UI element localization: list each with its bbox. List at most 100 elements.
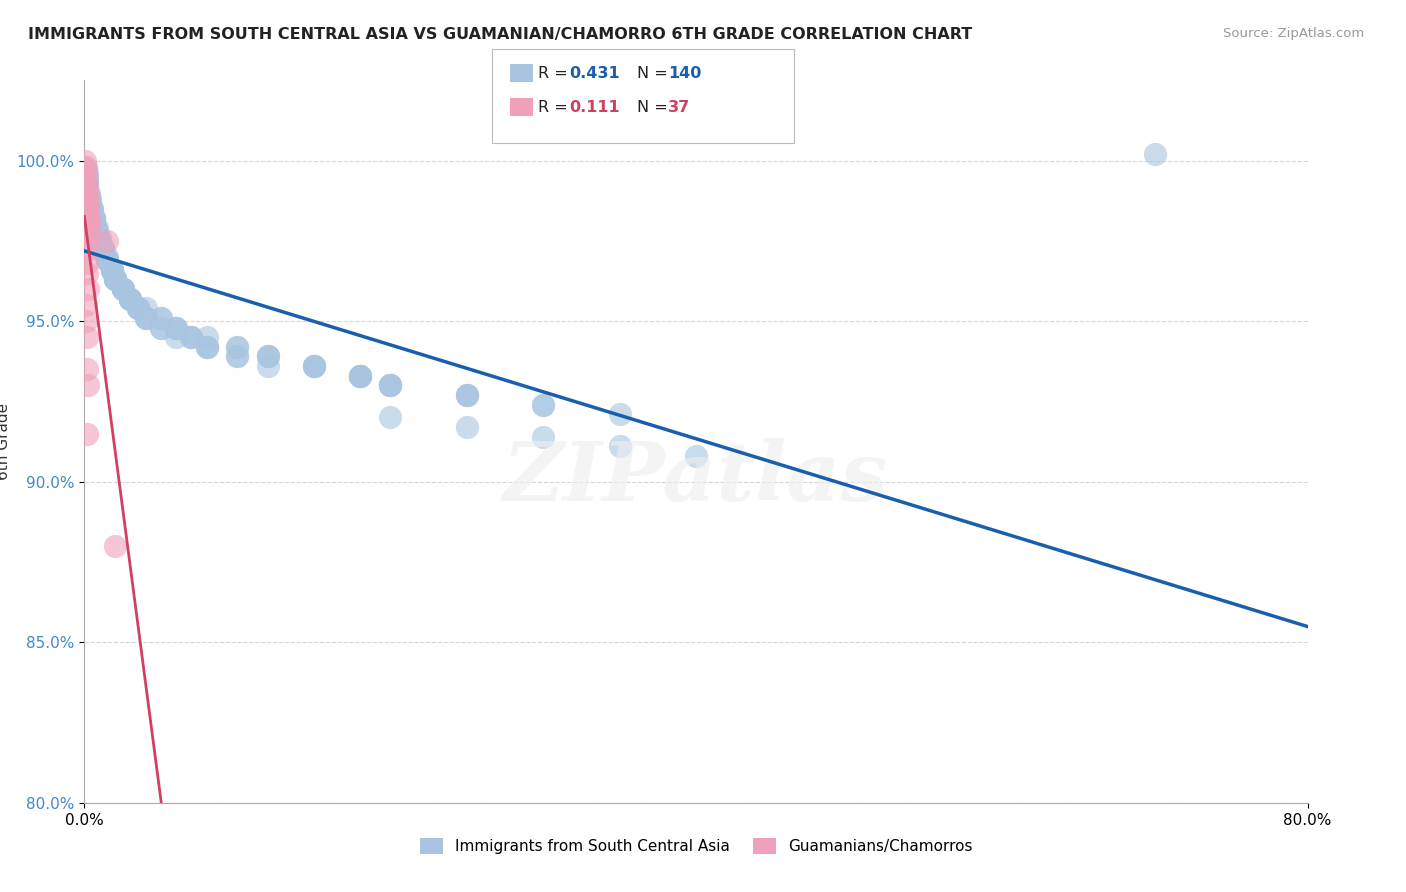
Point: [180, 330, 202, 344]
Point: [226, 350, 249, 364]
Point: [195, 340, 218, 354]
Point: [89, 234, 111, 248]
Point: [75, 208, 97, 222]
Point: [195, 330, 218, 344]
Point: [75, 163, 97, 178]
Point: [76, 218, 98, 232]
Point: [75, 160, 97, 174]
Point: [111, 282, 134, 296]
Point: [104, 272, 127, 286]
Point: [149, 310, 172, 325]
Point: [89, 244, 111, 258]
Point: [226, 350, 249, 364]
Text: R =: R =: [538, 66, 574, 80]
Point: [349, 368, 371, 383]
Point: [349, 368, 371, 383]
Point: [111, 282, 134, 296]
Point: [75, 195, 97, 210]
Point: [84, 221, 107, 235]
Legend: Immigrants from South Central Asia, Guamanians/Chamorros: Immigrants from South Central Asia, Guam…: [413, 832, 979, 860]
Point: [257, 350, 280, 364]
Point: [80, 202, 103, 216]
Text: 0.431: 0.431: [569, 66, 620, 80]
Point: [531, 398, 554, 412]
Point: [135, 310, 157, 325]
Point: [101, 262, 124, 277]
Point: [120, 292, 142, 306]
Point: [86, 224, 108, 238]
Point: [302, 359, 325, 373]
Point: [75, 153, 97, 168]
Point: [120, 292, 142, 306]
Point: [165, 320, 187, 334]
Point: [76, 186, 98, 200]
Point: [76, 176, 98, 190]
Point: [135, 310, 157, 325]
Point: [76, 173, 98, 187]
Point: [349, 368, 371, 383]
Point: [79, 195, 101, 210]
Point: [79, 198, 101, 212]
Point: [76, 189, 98, 203]
Point: [91, 240, 114, 254]
Point: [127, 301, 149, 316]
Point: [531, 398, 554, 412]
Point: [127, 301, 149, 316]
Point: [195, 340, 218, 354]
Point: [75, 192, 97, 206]
Point: [380, 410, 402, 425]
Point: [75, 186, 97, 200]
Point: [77, 202, 100, 216]
Point: [79, 208, 101, 222]
Text: N =: N =: [637, 66, 673, 80]
Point: [76, 182, 98, 196]
Point: [120, 292, 142, 306]
Point: [120, 292, 142, 306]
Point: [77, 186, 100, 200]
Point: [302, 359, 325, 373]
Point: [84, 224, 107, 238]
Point: [135, 310, 157, 325]
Point: [75, 179, 97, 194]
Point: [302, 359, 325, 373]
Text: N =: N =: [637, 100, 673, 114]
Point: [75, 202, 97, 216]
Point: [257, 359, 280, 373]
Point: [76, 362, 98, 376]
Point: [456, 388, 478, 402]
Point: [75, 160, 97, 174]
Point: [75, 195, 97, 210]
Point: [101, 262, 124, 277]
Point: [80, 208, 103, 222]
Point: [104, 539, 127, 553]
Point: [456, 388, 478, 402]
Point: [76, 176, 98, 190]
Point: [75, 176, 97, 190]
Point: [75, 234, 97, 248]
Point: [380, 378, 402, 392]
Point: [75, 186, 97, 200]
Point: [86, 230, 108, 244]
Point: [86, 230, 108, 244]
Text: IMMIGRANTS FROM SOUTH CENTRAL ASIA VS GUAMANIAN/CHAMORRO 6TH GRADE CORRELATION C: IMMIGRANTS FROM SOUTH CENTRAL ASIA VS GU…: [28, 27, 973, 42]
Text: Source: ZipAtlas.com: Source: ZipAtlas.com: [1223, 27, 1364, 40]
Point: [76, 189, 98, 203]
Point: [77, 218, 100, 232]
Point: [75, 298, 97, 312]
Point: [96, 253, 118, 268]
Point: [75, 169, 97, 184]
Point: [456, 388, 478, 402]
Text: ZIPatlas: ZIPatlas: [503, 438, 889, 517]
Point: [86, 221, 108, 235]
Point: [76, 182, 98, 196]
Point: [96, 253, 118, 268]
Point: [75, 244, 97, 258]
Point: [80, 202, 103, 216]
Point: [75, 166, 97, 180]
Point: [79, 192, 101, 206]
Point: [257, 350, 280, 364]
Point: [76, 426, 98, 441]
Point: [180, 330, 202, 344]
Point: [75, 186, 97, 200]
Point: [165, 320, 187, 334]
